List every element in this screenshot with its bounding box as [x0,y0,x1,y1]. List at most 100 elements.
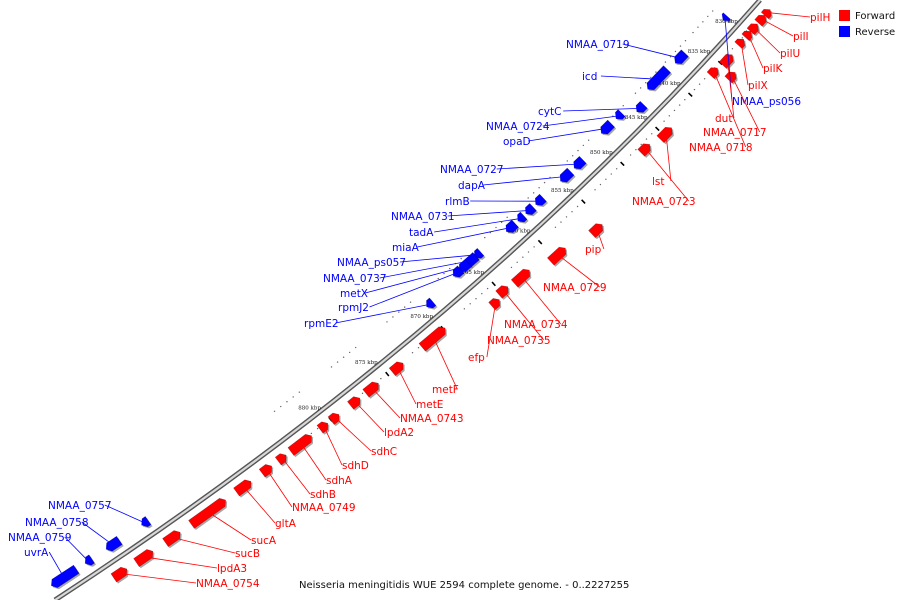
gene-feature-dut[interactable] [718,54,734,69]
minor-tick [645,81,647,84]
gene-label-sdha[interactable]: sdhA [326,475,353,487]
gene-feature-sdhc[interactable] [327,412,340,425]
gene-feature-uvra[interactable] [51,564,80,588]
gene-feature-nmaa-0724[interactable] [615,109,626,120]
gene-feature-lpda3[interactable] [133,549,154,568]
gene-feature-miaa[interactable] [505,219,519,233]
gene-feature-sdhb[interactable] [274,453,287,466]
gene-label-rpme2[interactable]: rpmE2 [304,318,339,330]
gene-feature-nmaa-0734[interactable] [510,268,531,288]
gene-label-nmaa-ps057[interactable]: NMAA_ps057 [337,257,406,269]
gene-label-sucb[interactable]: sucB [235,548,260,560]
gene-label-nmaa-ps056[interactable]: NMAA_ps056 [732,96,801,108]
gene-feature-dapa[interactable] [559,167,575,183]
gene-label-pilk[interactable]: pilK [763,63,783,75]
gene-leader-line [354,401,385,433]
gene-label-nmaa-0759[interactable]: NMAA_0759 [8,532,72,544]
gene-feature-icd[interactable] [646,65,672,91]
gene-label-dut[interactable]: dut [715,113,732,125]
gene-label-pilu[interactable]: pilU [780,48,800,60]
gene-label-nmaa-0758[interactable]: NMAA_0758 [25,517,89,529]
gene-feature-nmaa-0727[interactable] [573,155,587,170]
gene-label-sdhc[interactable]: sdhC [371,446,397,458]
gene-feature-nmaa-0758[interactable] [105,535,123,552]
gene-feature-cytc[interactable] [635,100,648,113]
gene-feature-nmaa-0735[interactable] [495,285,509,299]
gene-feature-sdhd[interactable] [316,421,329,434]
gene-label-nmaa-0719[interactable]: NMAA_0719 [566,39,630,51]
gene-label-sdhb[interactable]: sdhB [310,489,336,501]
gene-label-dapa[interactable]: dapA [458,180,486,192]
gene-label-miaa[interactable]: miaA [392,242,420,254]
gene-label-nmaa-0727[interactable]: NMAA_0727 [440,164,504,176]
gene-feature-pilu[interactable] [746,23,759,36]
gene-feature-nmaa-ps056[interactable] [721,12,732,22]
minor-tick [703,78,706,80]
gene-feature-nmaa-0719[interactable] [674,49,689,65]
gene-feature-nmaa-0723[interactable] [637,143,651,157]
gene-feature-nmaa-0757[interactable] [141,516,152,528]
gene-label-rpmj2[interactable]: rpmJ2 [338,302,369,314]
gene-feature-suca[interactable] [188,498,226,529]
gene-feature-lpda2[interactable] [347,396,361,410]
gene-label-nmaa-0743[interactable]: NMAA_0743 [400,413,464,425]
gene-feature-nmaa-0731[interactable] [525,203,537,216]
gene-label-nmaa-0754[interactable]: NMAA_0754 [196,578,260,590]
gene-label-nmaa-0731[interactable]: NMAA_0731 [391,211,455,223]
gene-label-nmaa-0734[interactable]: NMAA_0734 [504,319,568,331]
gene-label-nmaa-0757[interactable]: NMAA_0757 [48,500,112,512]
gene-label-opad[interactable]: opaD [503,136,531,148]
gene-label-sdhd[interactable]: sdhD [342,460,369,472]
gene-feature-rlmb[interactable] [534,193,547,206]
gene-feature-lst[interactable] [656,126,673,144]
gene-label-tada[interactable]: tadA [409,227,434,239]
gene-feature-nmaa-0749[interactable] [258,464,272,478]
gene-feature-tada[interactable] [517,211,528,223]
gene-label-nmaa-0737[interactable]: NMAA_0737 [323,273,387,285]
gene-label-icd[interactable]: icd [582,71,597,83]
gene-label-lpda2[interactable]: lpdA2 [384,427,414,439]
gene-feature-pili[interactable] [754,14,767,27]
gene-feature-nmaa-0729[interactable] [546,246,567,266]
gene-feature-nmaa-ps057[interactable] [474,247,485,259]
gene-label-mete[interactable]: metE [416,399,443,411]
gene-label-cytc[interactable]: cytC [538,106,561,118]
gene-label-nmaa-0718[interactable]: NMAA_0718 [689,142,753,154]
gene-label-suca[interactable]: sucA [251,535,277,547]
gene-feature-sdha[interactable] [287,434,312,456]
gene-label-pili[interactable]: pilI [793,31,809,43]
gene-feature-efp[interactable] [488,298,500,311]
tick-label: 860 kbp [508,228,531,234]
gene-label-nmaa-0729[interactable]: NMAA_0729 [543,282,607,294]
gene-feature-mete[interactable] [388,361,404,377]
gene-label-lst[interactable]: lst [652,176,665,188]
gene-label-metf[interactable]: metF [432,384,459,396]
gene-label-pilh[interactable]: pilH [810,12,830,24]
gene-label-metx[interactable]: metX [340,288,368,300]
gene-label-efp[interactable]: efp [468,352,485,364]
gene-feature-nmaa-0754[interactable] [110,566,128,583]
gene-label-rlmb[interactable]: rlmB [445,196,470,208]
gene-feature-rpme2[interactable] [426,297,437,309]
gene-feature-metf[interactable] [418,326,446,352]
gene-label-nmaa-0723[interactable]: NMAA_0723 [632,196,696,208]
gene-feature-nmaa-0743[interactable] [362,381,379,398]
gene-label-nmaa-0735[interactable]: NMAA_0735 [487,335,551,347]
gene-label-lpda3[interactable]: lpdA3 [217,563,247,575]
gene-feature-glta[interactable] [233,479,252,497]
minor-tick [532,192,535,194]
gene-label-nmaa-0749[interactable]: NMAA_0749 [292,502,356,514]
gene-feature-nmaa-0759[interactable] [84,554,95,566]
gene-label-glta[interactable]: gltA [275,518,297,530]
gene-feature-sucb[interactable] [162,530,181,548]
tick-label: 830 kbp [715,19,738,25]
gene-feature-pilx[interactable] [734,38,746,49]
gene-feature-nmaa-0717[interactable] [724,71,737,84]
gene-label-pip[interactable]: pip [585,244,602,256]
gene-feature-opad[interactable] [600,119,616,135]
gene-feature-pilk[interactable] [741,30,753,42]
gene-label-nmaa-0717[interactable]: NMAA_0717 [703,127,767,139]
gene-label-pilx[interactable]: pilX [748,80,768,92]
gene-label-nmaa-0724[interactable]: NMAA_0724 [486,121,550,133]
gene-label-uvra[interactable]: uvrA [24,547,49,559]
